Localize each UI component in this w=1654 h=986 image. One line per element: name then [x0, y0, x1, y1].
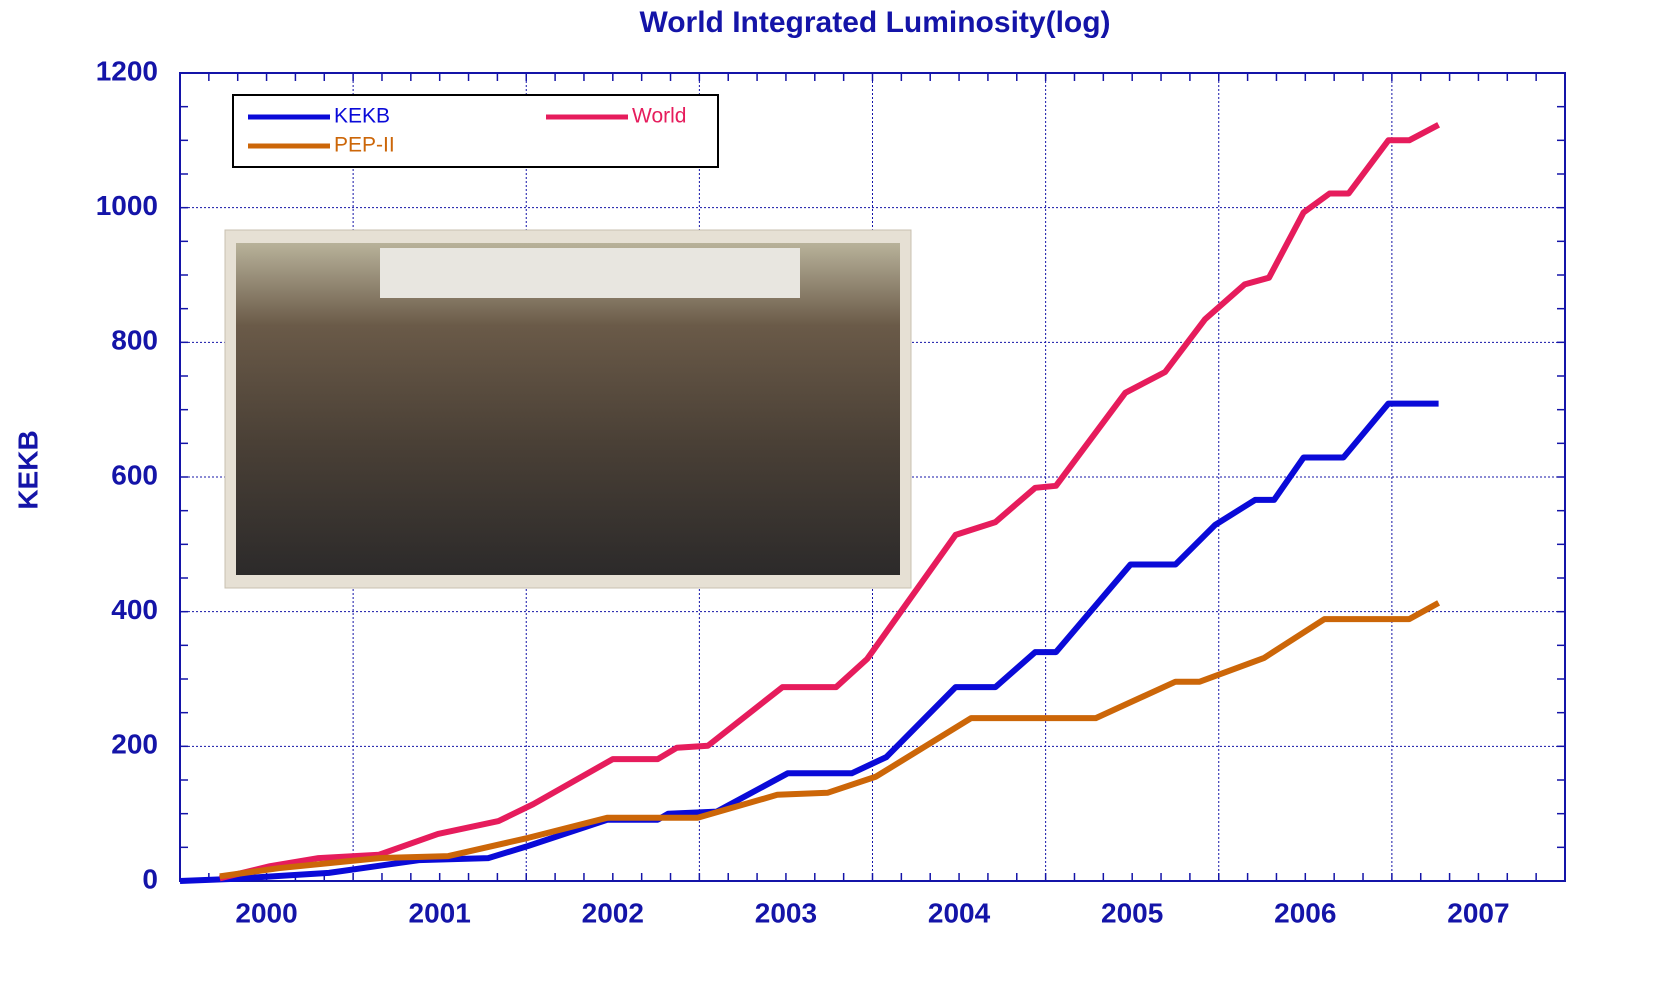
series-line [219, 600, 1441, 880]
series-line [179, 400, 1439, 884]
legend-box [232, 94, 719, 168]
y-tick-label: 0 [142, 863, 158, 894]
y-axis-label: KEKB [12, 430, 43, 509]
y-tick-label: 600 [111, 459, 158, 490]
photo [236, 243, 900, 575]
x-tick-label: 2001 [409, 897, 471, 928]
x-tick-label: 2007 [1447, 897, 1509, 928]
photo-banner [380, 248, 800, 298]
y-tick-label: 200 [111, 729, 158, 760]
plot-frame [179, 72, 1566, 882]
x-tick-label: 2000 [235, 897, 297, 928]
plot-lines [179, 122, 1441, 884]
legend-label: KEKB [334, 105, 390, 128]
legend-label: PEP-II [334, 134, 395, 157]
y-tick-label: 1200 [96, 55, 158, 86]
y-tick-label: 400 [111, 594, 158, 625]
series-line [219, 122, 1440, 882]
x-tick-label: 2006 [1274, 897, 1336, 928]
photo-inset [224, 229, 912, 589]
legend-label: World [632, 105, 686, 128]
legend: KEKB World PEP-II [232, 94, 719, 168]
x-tick-label: 2002 [582, 897, 644, 928]
chart-title: World Integrated Luminosity(log) [639, 6, 1110, 39]
y-tick-label: 1000 [96, 190, 158, 221]
x-tick-label: 2003 [755, 897, 817, 928]
x-tick-label: 2005 [1101, 897, 1163, 928]
y-tick-label: 800 [111, 325, 158, 356]
x-tick-label: 2004 [928, 897, 991, 928]
